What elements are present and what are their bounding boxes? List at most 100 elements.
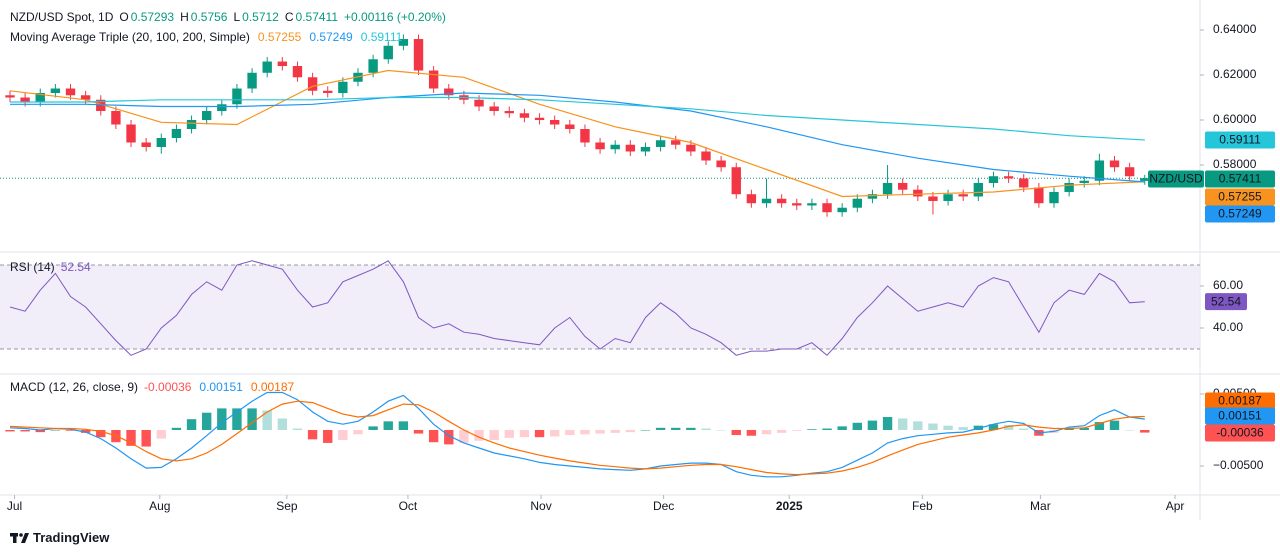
rsi-line	[9, 260, 1145, 356]
candle-body	[111, 111, 121, 125]
histogram-bar	[1124, 429, 1135, 431]
histogram-bar	[35, 429, 45, 433]
candle-body	[1140, 178, 1150, 181]
legend-value: -0.00036	[144, 380, 192, 394]
candle-body	[489, 106, 499, 112]
legend-text: L	[233, 10, 240, 24]
histogram-bar	[171, 427, 182, 430]
candle-body	[156, 137, 166, 147]
legend-value: 0.5712	[242, 10, 279, 24]
candle-body	[1124, 167, 1135, 177]
x-tick-label: Jul	[7, 499, 22, 513]
histogram-bar	[201, 412, 212, 430]
x-tick-label: Sep	[276, 499, 298, 513]
histogram-bar	[686, 427, 696, 430]
histogram-bar	[156, 429, 166, 439]
legend-title: NZD/USD Spot, 1D	[10, 10, 114, 24]
candle-body	[413, 39, 424, 71]
candle-body	[428, 70, 439, 89]
histogram-bar	[610, 429, 620, 433]
price-tag: 0.57411	[1219, 172, 1262, 186]
candle-body	[716, 160, 726, 168]
macd-line	[9, 391, 1145, 478]
candle-body	[35, 93, 45, 103]
candle-body	[201, 111, 212, 121]
legend-line: MACD (12, 26, close, 9) -0.00036 0.00151 0.…	[10, 380, 295, 394]
x-tick-label: Oct	[399, 499, 418, 513]
candle-body	[580, 129, 590, 143]
candle-body	[565, 124, 575, 129]
legend-value: 52.54	[61, 260, 91, 274]
histogram-bar	[716, 429, 726, 431]
histogram-bar	[232, 408, 242, 430]
histogram-bar	[292, 428, 303, 430]
histogram-bar	[141, 429, 151, 447]
candle-body	[701, 151, 711, 161]
candle-body	[141, 142, 151, 147]
legend-value: 0.00187	[251, 380, 295, 394]
rsi-tag: 52.54	[1211, 294, 1241, 308]
macd-line	[9, 400, 1145, 476]
candle-body	[1064, 182, 1074, 192]
legend-value: 0.57249	[309, 30, 353, 44]
candle-body	[1003, 176, 1014, 179]
candle-body	[247, 72, 257, 89]
price-tag-bg	[1205, 188, 1275, 206]
histogram-bar	[655, 427, 666, 430]
candle-body	[792, 203, 802, 206]
histogram-bar	[625, 429, 636, 433]
candle-body	[171, 129, 182, 138]
y-tick-label: 40.00	[1213, 320, 1243, 334]
legend-line: RSI (14) 52.54	[10, 260, 91, 274]
histogram-bar	[413, 429, 424, 434]
price-tag: 0.59111	[1219, 133, 1261, 147]
x-tick-label: 2025	[776, 499, 803, 513]
candle-body	[323, 90, 333, 94]
histogram-bar	[383, 421, 393, 430]
histogram-bar	[489, 429, 499, 441]
candle-body	[640, 146, 651, 152]
candle-body	[807, 203, 817, 206]
y-tick-label: 60.00	[1213, 278, 1243, 292]
histogram-bar	[867, 420, 878, 430]
candle-body	[65, 88, 76, 96]
candle-body	[474, 99, 484, 107]
y-tick-label: 0.64000	[1213, 22, 1257, 36]
legend-value: 0.57411	[296, 10, 339, 24]
candle-body	[943, 194, 953, 201]
histogram-bar	[549, 429, 560, 437]
candle-body	[232, 88, 242, 105]
x-tick-label: Mar	[1030, 499, 1051, 513]
candle-body	[292, 66, 303, 78]
histogram-bar	[595, 429, 605, 434]
candle-body	[731, 167, 741, 195]
candle-body	[822, 203, 832, 213]
moving-average-line	[10, 92, 1145, 183]
price-tag: 0.57255	[1218, 190, 1262, 204]
candle-body	[20, 97, 30, 103]
histogram-bar	[368, 426, 378, 430]
y-tick-label: 0.58000	[1213, 157, 1257, 171]
candle-body	[277, 61, 288, 67]
candle-body	[1034, 187, 1044, 204]
histogram-bar	[1019, 428, 1029, 430]
candle-body	[534, 117, 545, 121]
legend-value: 0.57293	[131, 10, 175, 24]
candle-body	[882, 182, 893, 195]
histogram-bar	[5, 429, 15, 432]
legend-value: 0.59111	[361, 30, 403, 44]
candle-body	[338, 81, 348, 94]
histogram-bar	[761, 429, 772, 435]
logo-part	[21, 533, 29, 543]
histogram-bar	[746, 429, 757, 436]
candle-body	[867, 194, 878, 199]
histogram-bar	[565, 429, 575, 436]
marks	[0, 29, 1204, 499]
histogram-bar	[822, 428, 832, 430]
histogram-bar	[504, 429, 514, 438]
x-tick-label: Apr	[1166, 499, 1185, 513]
candle-body	[80, 95, 91, 100]
legend-value: 0.00151	[199, 380, 243, 394]
